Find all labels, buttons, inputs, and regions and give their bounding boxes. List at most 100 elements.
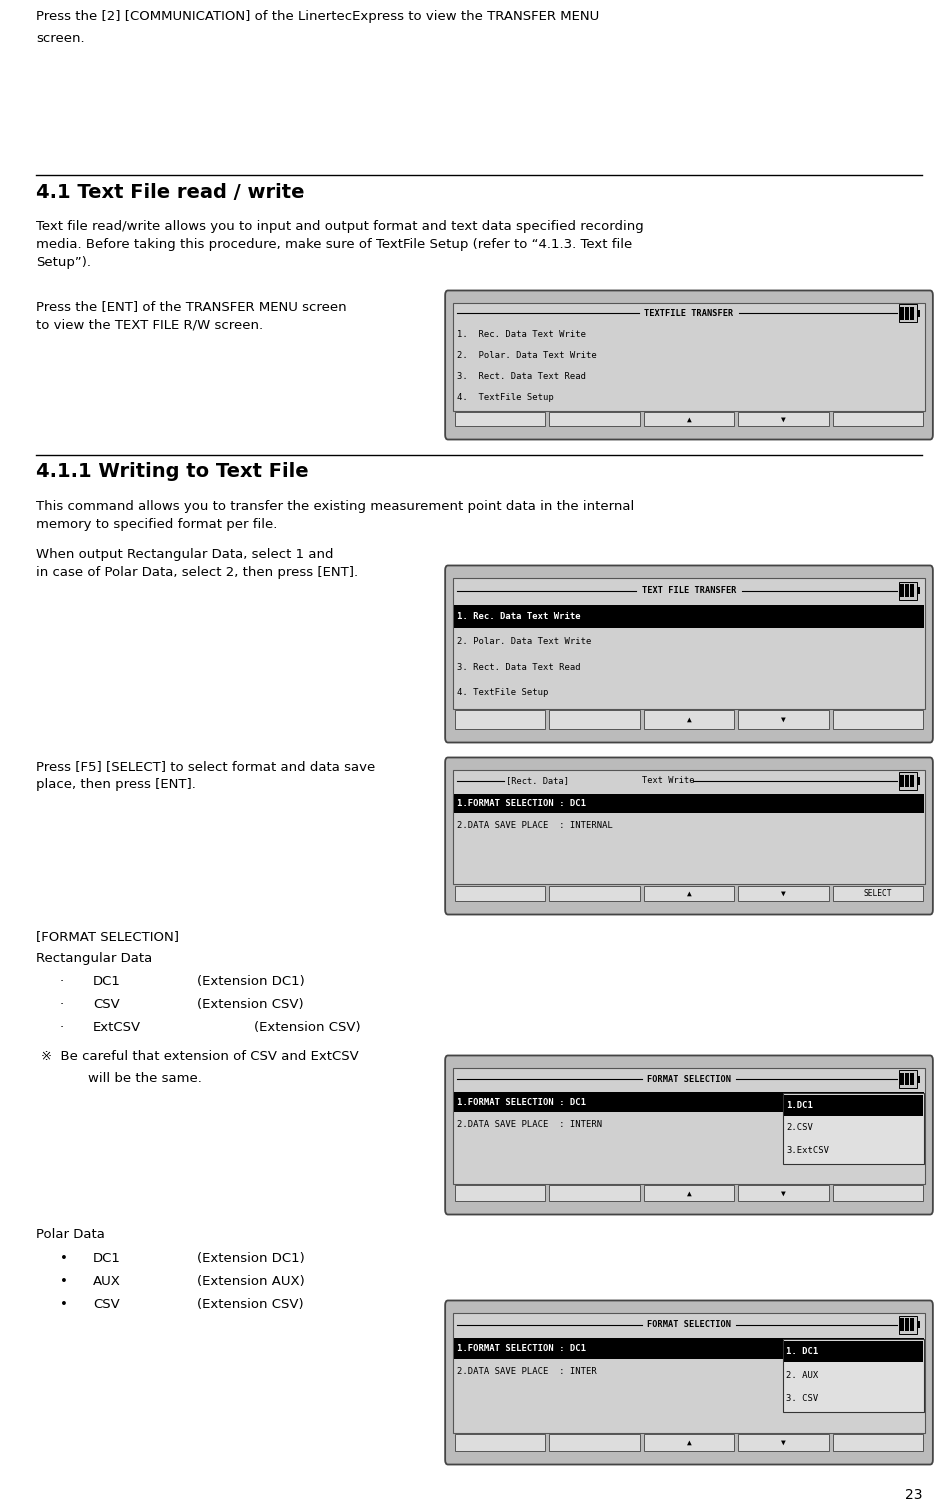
- Text: 1. DC1: 1. DC1: [787, 1348, 819, 1357]
- Text: (Extension CSV): (Extension CSV): [254, 1021, 361, 1035]
- Text: 4.1 Text File read / write: 4.1 Text File read / write: [36, 184, 305, 202]
- Text: ·: ·: [60, 998, 64, 1011]
- Bar: [549, 886, 640, 901]
- Bar: [904, 1072, 909, 1086]
- Text: TEXTFILE TRANSFER: TEXTFILE TRANSFER: [644, 309, 734, 318]
- Text: •: •: [60, 1251, 67, 1265]
- Bar: [899, 773, 917, 791]
- Text: ExtCSV: ExtCSV: [93, 1021, 141, 1035]
- Text: Polar Data: Polar Data: [36, 1227, 105, 1241]
- Text: ▼: ▼: [781, 414, 786, 423]
- Bar: [455, 413, 546, 426]
- Text: 2.  Polar. Data Text Write: 2. Polar. Data Text Write: [457, 351, 597, 360]
- Bar: [910, 307, 914, 319]
- Text: [FORMAT SELECTION]: [FORMAT SELECTION]: [36, 931, 179, 943]
- Bar: [643, 413, 735, 426]
- Text: 1.FORMAT SELECTION : DC1: 1.FORMAT SELECTION : DC1: [457, 1098, 586, 1107]
- Text: When output Rectangular Data, select 1 and
in case of Polar Data, select 2, then: When output Rectangular Data, select 1 a…: [36, 548, 358, 578]
- Bar: [900, 1318, 903, 1331]
- Bar: [549, 1434, 640, 1450]
- Bar: [784, 1095, 923, 1116]
- Text: Rectangular Data: Rectangular Data: [36, 952, 152, 965]
- Text: 4.  TextFile Setup: 4. TextFile Setup: [457, 393, 554, 402]
- Text: 2.CSV: 2.CSV: [787, 1123, 813, 1133]
- Text: ▲: ▲: [687, 715, 692, 724]
- Bar: [904, 584, 909, 596]
- Bar: [455, 711, 546, 729]
- Bar: [899, 1316, 917, 1334]
- Bar: [900, 774, 903, 788]
- Text: 2. Polar. Data Text Write: 2. Polar. Data Text Write: [457, 637, 592, 646]
- Text: (Extension DC1): (Extension DC1): [197, 974, 306, 988]
- Text: Press [F5] [SELECT] to select format and data save
place, then press [ENT].: Press [F5] [SELECT] to select format and…: [36, 761, 375, 791]
- Bar: [910, 1072, 914, 1086]
- Text: 3. CSV: 3. CSV: [787, 1395, 819, 1404]
- Bar: [454, 1092, 924, 1111]
- Text: will be the same.: will be the same.: [88, 1072, 202, 1084]
- FancyBboxPatch shape: [445, 291, 933, 440]
- Bar: [453, 770, 925, 884]
- Bar: [832, 1185, 923, 1200]
- Bar: [910, 774, 914, 788]
- Text: AUX: AUX: [93, 1276, 121, 1288]
- Bar: [549, 711, 640, 729]
- Bar: [917, 1321, 920, 1328]
- Bar: [900, 1072, 903, 1086]
- Bar: [455, 1185, 546, 1200]
- Bar: [899, 304, 917, 322]
- Text: •: •: [60, 1298, 67, 1312]
- FancyBboxPatch shape: [445, 565, 933, 742]
- Bar: [454, 794, 924, 813]
- Text: ▲: ▲: [687, 414, 692, 423]
- Text: ▼: ▼: [781, 1438, 786, 1447]
- Bar: [899, 581, 917, 599]
- Bar: [549, 413, 640, 426]
- Bar: [453, 303, 925, 411]
- Text: (Extension CSV): (Extension CSV): [197, 1298, 304, 1312]
- Bar: [899, 1071, 917, 1089]
- Text: •: •: [60, 1276, 67, 1288]
- Text: 3.  Rect. Data Text Read: 3. Rect. Data Text Read: [457, 372, 586, 381]
- Text: 1.  Rec. Data Text Write: 1. Rec. Data Text Write: [457, 330, 586, 339]
- Text: 4.1.1 Writing to Text File: 4.1.1 Writing to Text File: [36, 462, 308, 480]
- Text: 3. Rect. Data Text Read: 3. Rect. Data Text Read: [457, 663, 581, 672]
- Bar: [738, 1434, 828, 1450]
- Bar: [910, 1318, 914, 1331]
- Bar: [904, 1318, 909, 1331]
- FancyBboxPatch shape: [445, 1301, 933, 1464]
- Bar: [738, 1185, 828, 1200]
- Text: 2.DATA SAVE PLACE  : INTERN: 2.DATA SAVE PLACE : INTERN: [457, 1120, 603, 1130]
- Text: ▼: ▼: [781, 715, 786, 724]
- Text: This command allows you to transfer the existing measurement point data in the i: This command allows you to transfer the …: [36, 500, 634, 532]
- Bar: [917, 777, 920, 785]
- Bar: [832, 886, 923, 901]
- Text: ▼: ▼: [781, 1188, 786, 1197]
- Bar: [900, 584, 903, 596]
- Text: 2.DATA SAVE PLACE  : INTERNAL: 2.DATA SAVE PLACE : INTERNAL: [457, 821, 613, 830]
- Bar: [784, 1342, 923, 1363]
- Bar: [832, 413, 923, 426]
- Bar: [832, 711, 923, 729]
- Text: 1.FORMAT SELECTION : DC1: 1.FORMAT SELECTION : DC1: [457, 800, 586, 809]
- FancyBboxPatch shape: [445, 1056, 933, 1214]
- Text: ※  Be careful that extension of CSV and ExtCSV: ※ Be careful that extension of CSV and E…: [41, 1050, 359, 1063]
- Text: 4. TextFile Setup: 4. TextFile Setup: [457, 688, 549, 697]
- Text: ▲: ▲: [687, 1188, 692, 1197]
- Bar: [453, 577, 925, 709]
- Text: 1. Rec. Data Text Write: 1. Rec. Data Text Write: [457, 611, 581, 620]
- Bar: [738, 413, 828, 426]
- Bar: [455, 886, 546, 901]
- Text: CSV: CSV: [93, 998, 120, 1011]
- Text: 23: 23: [905, 1488, 922, 1501]
- Bar: [549, 1185, 640, 1200]
- Bar: [453, 1313, 925, 1432]
- Bar: [783, 1339, 924, 1413]
- Text: CSV: CSV: [93, 1298, 120, 1312]
- Bar: [453, 1068, 925, 1184]
- Text: ▼: ▼: [781, 889, 786, 898]
- Text: DC1: DC1: [93, 974, 121, 988]
- Bar: [643, 886, 735, 901]
- Text: TEXT FILE TRANSFER: TEXT FILE TRANSFER: [642, 586, 736, 595]
- Bar: [917, 587, 920, 595]
- Text: Press the [ENT] of the TRANSFER MENU screen
to view the TEXT FILE R/W screen.: Press the [ENT] of the TRANSFER MENU scr…: [36, 300, 346, 331]
